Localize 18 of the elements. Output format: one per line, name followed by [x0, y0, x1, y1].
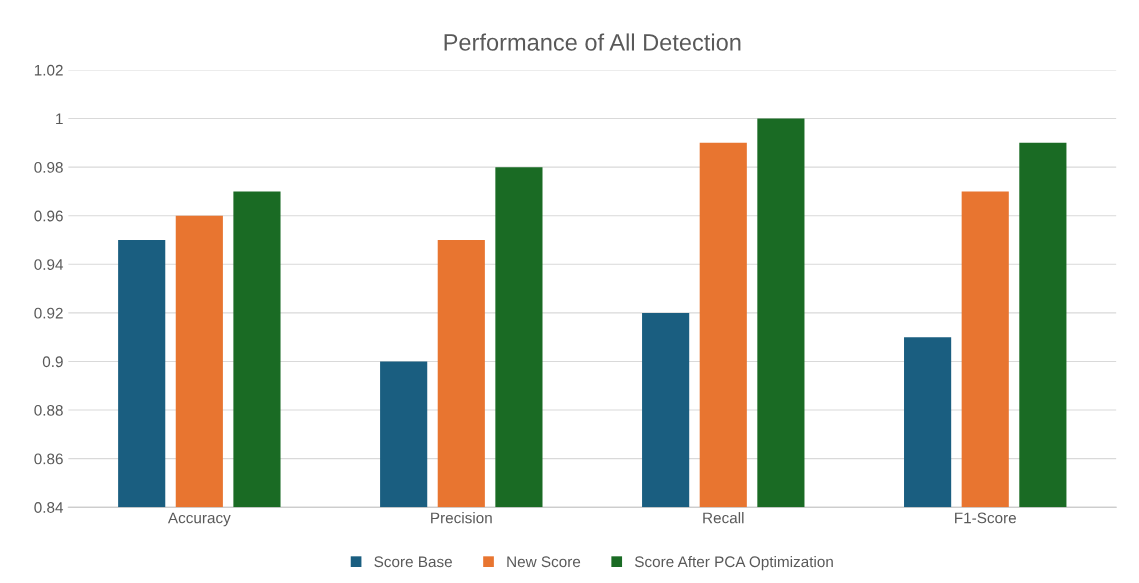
chart-title: Performance of All Detection [444, 33, 741, 51]
x-tick-label: F1-Score [955, 512, 1016, 524]
x-tick-label: Accuracy [167, 512, 231, 527]
x-tick-label: Recall [703, 512, 744, 524]
y-tick-label: 1.02 [34, 64, 63, 76]
y-tick-label: 0.9 [42, 356, 63, 368]
legend-label: New Score [507, 556, 581, 568]
x-tick-label: Precision [431, 512, 492, 524]
y-tick-label: 0.86 [34, 453, 63, 465]
legend-label: Score Base [374, 556, 452, 568]
y-tick-label: 0.98 [34, 161, 63, 173]
legend-label: Score After PCA Optimization [634, 555, 833, 571]
y-tick-label: 1 [56, 113, 63, 125]
y-tick-label: 0.84 [34, 502, 64, 513]
y-tick-label: 0.96 [34, 210, 63, 222]
y-tick-label: 0.94 [34, 259, 64, 270]
y-tick-label: 0.92 [34, 307, 63, 319]
y-tick-label: 0.88 [34, 404, 63, 416]
